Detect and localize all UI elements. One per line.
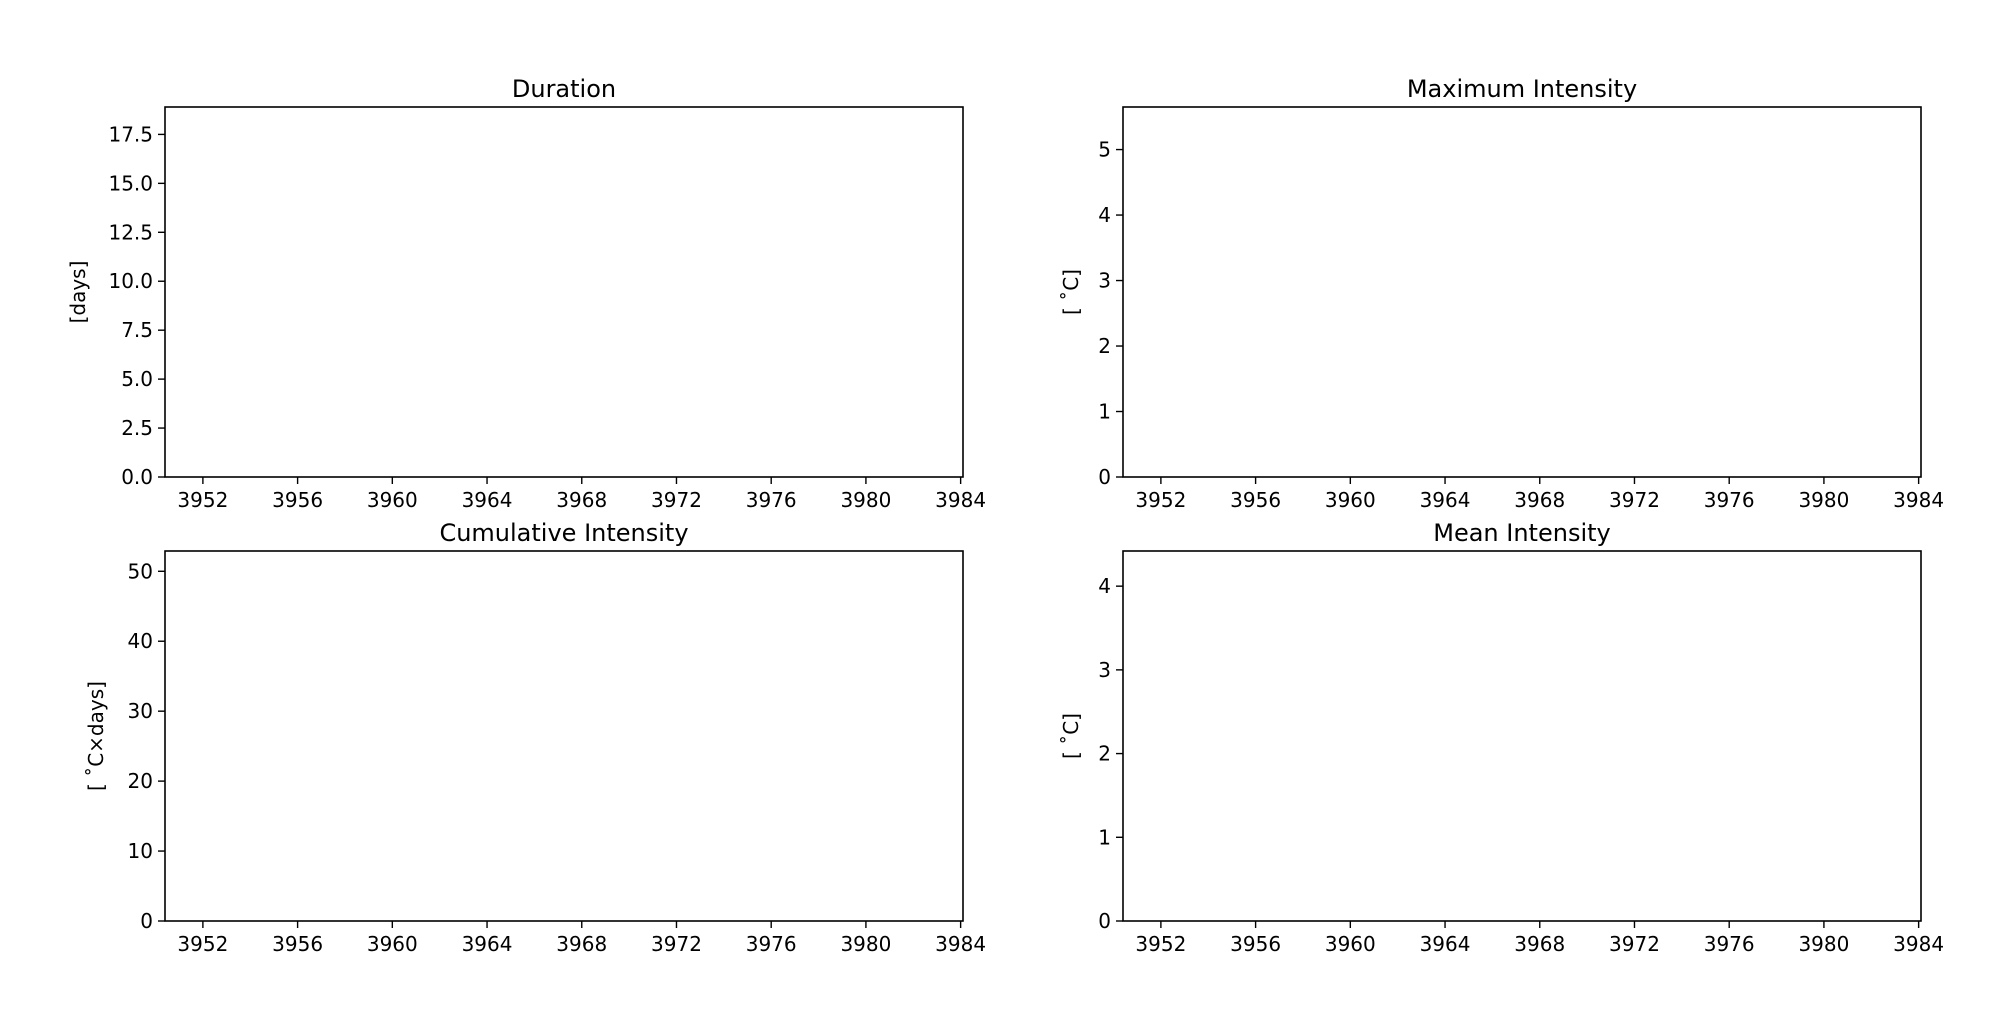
panel-2-ytick-label: 3 xyxy=(1098,269,1111,293)
panel-2-ylabel: [ ˚C] xyxy=(1059,269,1083,315)
panel-3-ytick-label: 0 xyxy=(140,909,153,933)
panel-3-ytick-label: 30 xyxy=(128,699,153,723)
panel-3-xtick-label: 3984 xyxy=(935,932,986,956)
panel-3-xtick-label: 3952 xyxy=(177,932,228,956)
panel-3-ylabel: [ ˚C×days] xyxy=(84,681,108,791)
panel-4-xtick-label: 3980 xyxy=(1798,932,1849,956)
panel-1-xtick-label: 3984 xyxy=(935,488,986,512)
panel-1-xtick-label: 3976 xyxy=(746,488,797,512)
panel-1-ytick-label: 5.0 xyxy=(121,367,153,391)
panel-2-xtick-label: 3952 xyxy=(1135,488,1186,512)
panel-2-axes-frame xyxy=(1122,106,1922,478)
panel-2-xtick-label: 3984 xyxy=(1893,488,1944,512)
panel-2-xtick-label: 3956 xyxy=(1230,488,1281,512)
panel-4-title: Mean Intensity xyxy=(1433,519,1610,547)
panel-3-xtick-label: 3976 xyxy=(746,932,797,956)
panel-2-xtick-label: 3976 xyxy=(1704,488,1755,512)
panel-1-ytick-label: 2.5 xyxy=(121,416,153,440)
panel-1-ytick-label: 7.5 xyxy=(121,318,153,342)
panel-4-ytick-label: 1 xyxy=(1098,825,1111,849)
panel-1-xtick-label: 3964 xyxy=(462,488,513,512)
panel-1-xtick-label: 3968 xyxy=(556,488,607,512)
panel-1-ylabel: [days] xyxy=(66,261,90,324)
panel-2-ytick-label: 5 xyxy=(1098,138,1111,162)
panel-2-xtick-label: 3968 xyxy=(1514,488,1565,512)
panel-3-xtick-label: 3956 xyxy=(272,932,323,956)
panel-1-xtick-label: 3960 xyxy=(367,488,418,512)
panel-4-ytick-label: 0 xyxy=(1098,909,1111,933)
panel-4-axes-frame xyxy=(1122,550,1922,922)
panel-1-ytick-label: 17.5 xyxy=(108,122,153,146)
panel-1-xtick-label: 3980 xyxy=(840,488,891,512)
panel-2-ytick-label: 0 xyxy=(1098,465,1111,489)
panel-1-axes-frame xyxy=(164,106,964,478)
panel-3-axes-frame xyxy=(164,550,964,922)
panel-4-xtick-label: 3956 xyxy=(1230,932,1281,956)
panel-4-xtick-label: 3964 xyxy=(1420,932,1471,956)
panel-1-xtick-label: 3972 xyxy=(651,488,702,512)
panel-3-xtick-label: 3960 xyxy=(367,932,418,956)
panel-1-xtick-label: 3952 xyxy=(177,488,228,512)
panel-3-ytick-label: 20 xyxy=(128,769,153,793)
panel-2-title: Maximum Intensity xyxy=(1407,75,1637,103)
panel-3-ytick-label: 40 xyxy=(128,629,153,653)
panel-4-ytick-label: 3 xyxy=(1098,658,1111,682)
panel-4-xtick-label: 3968 xyxy=(1514,932,1565,956)
panel-3-ytick-label: 10 xyxy=(128,839,153,863)
panel-2-ytick-label: 1 xyxy=(1098,400,1111,424)
panel-2-xtick-label: 3980 xyxy=(1798,488,1849,512)
panel-1-ytick-label: 0.0 xyxy=(121,465,153,489)
panel-1-title: Duration xyxy=(512,75,616,103)
panel-3-xtick-label: 3972 xyxy=(651,932,702,956)
panel-2-xtick-label: 3960 xyxy=(1325,488,1376,512)
panel-4-xtick-label: 3984 xyxy=(1893,932,1944,956)
panel-4-xtick-label: 3952 xyxy=(1135,932,1186,956)
panel-1-ytick-label: 10.0 xyxy=(108,269,153,293)
panel-3-title: Cumulative Intensity xyxy=(439,519,688,547)
panel-4-ytick-label: 4 xyxy=(1098,574,1111,598)
panel-2-ytick-label: 4 xyxy=(1098,203,1111,227)
panel-2-xtick-label: 3964 xyxy=(1420,488,1471,512)
panel-4-xtick-label: 3960 xyxy=(1325,932,1376,956)
panel-1-xtick-label: 3956 xyxy=(272,488,323,512)
panel-3-ytick-label: 50 xyxy=(128,559,153,583)
panel-2-xtick-label: 3972 xyxy=(1609,488,1660,512)
panel-1-ytick-label: 15.0 xyxy=(108,171,153,195)
panel-3-xtick-label: 3964 xyxy=(462,932,513,956)
panel-3-xtick-label: 3968 xyxy=(556,932,607,956)
panel-3-xtick-label: 3980 xyxy=(840,932,891,956)
panel-4-xtick-label: 3976 xyxy=(1704,932,1755,956)
panel-4-ytick-label: 2 xyxy=(1098,742,1111,766)
panel-4-xtick-label: 3972 xyxy=(1609,932,1660,956)
panel-1-ytick-label: 12.5 xyxy=(108,220,153,244)
panel-2-ytick-label: 2 xyxy=(1098,334,1111,358)
panel-4-ylabel: [ ˚C] xyxy=(1059,713,1083,759)
